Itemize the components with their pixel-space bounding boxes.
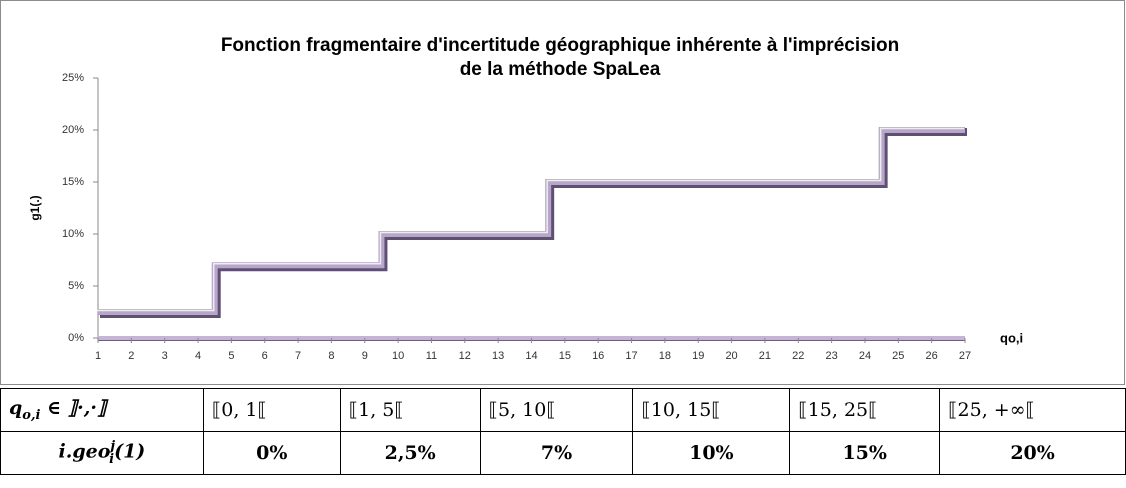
y-tick-label: 25% [62,72,84,84]
cell-sup: j [110,439,116,455]
x-tick-label: 7 [295,350,301,362]
x-tick-label: 6 [262,350,268,362]
x-tick-label: 18 [659,350,671,362]
table-row: qo,i ∈ ⟧·,·⟧ ⟦0, 1⟦ ⟦1, 5⟦ ⟦5, 10⟦ ⟦10, 15⟦ ⟦… [0,388,1126,432]
table-cell: ⟦1, 5⟦ [339,388,481,432]
y-axis-label: g1(.) [28,195,42,220]
cell-sub: i [109,451,115,467]
y-tick-label: 15% [62,176,84,188]
y-tick-label: 20% [62,124,84,136]
x-tick-label: 27 [959,350,971,362]
chart: Fonction fragmentaire d'incertitude géog… [0,0,1125,385]
x-tick-label: 26 [926,350,938,362]
table-cell: 2,5% [339,431,481,475]
table-cell: qo,i ∈ ⟧·,·⟧ [0,388,204,432]
table-cell: ⟦0, 1⟦ [202,388,341,432]
x-tick-label: 24 [859,350,871,362]
x-tick-label: 22 [792,350,804,362]
line-highlight [97,127,964,312]
y-tick-label: 10% [62,228,84,240]
table-cell: 15% [789,431,941,475]
table-cell: 7% [479,431,634,475]
x-tick-label: 11 [426,350,437,362]
chart-title: de la méthode SpaLea [460,59,661,80]
cell-rest: (1) [114,440,146,463]
chart-frame [0,0,1125,385]
y-tick-label: 5% [68,280,84,292]
y-tick-label: 0% [68,332,84,344]
x-tick-label: 17 [625,350,637,362]
table-cell: 20% [939,431,1126,475]
line [98,127,965,315]
x-tick-label: 3 [162,350,168,362]
x-tick-label: 14 [525,350,537,362]
table-cell: i.geoji(1) [0,431,204,475]
x-tick-label: 4 [195,350,201,362]
x-tick-label: 2 [128,350,134,362]
cell-rest: ∈ ⟧·,·⟧ [40,397,107,420]
x-tick-label: 25 [892,350,904,362]
x-tick-label: 1 [95,350,101,362]
cell-prefix: i. [58,440,73,463]
cell-sub: o,i [22,407,41,423]
x-tick-label: 10 [392,350,404,362]
table-row: i.geoji(1) 0% 2,5% 7% 10% 15% 20% [0,431,1126,475]
x-tick-label: 5 [228,350,234,362]
table-cell: ⟦10, 15⟦ [632,388,791,432]
table-cell: ⟦25, +∞⟦ [939,388,1126,432]
x-tick-label: 15 [559,350,571,362]
x-tick-label: 12 [459,350,471,362]
x-tick-label: 13 [492,350,504,362]
cell-base: q [9,397,23,420]
x-tick-label: 9 [362,350,368,362]
x-tick-label: 23 [825,350,837,362]
x-axis-label: qo,i [1000,330,1023,345]
x-tick-label: 16 [592,350,604,362]
table-cell: 0% [202,431,341,475]
table-cell: 10% [632,431,791,475]
table-cell: ⟦15, 25⟦ [789,388,941,432]
x-tick-label: 8 [328,350,334,362]
table-cell: ⟦5, 10⟦ [479,388,634,432]
data-table: qo,i ∈ ⟧·,·⟧ ⟦0, 1⟦ ⟦1, 5⟦ ⟦5, 10⟦ ⟦10, 15⟦ ⟦… [0,388,1126,475]
x-tick-label: 21 [759,350,771,362]
x-tick-label: 20 [725,350,737,362]
x-tick-label: 19 [692,350,704,362]
chart-title: Fonction fragmentaire d'incertitude géog… [221,35,899,56]
cell-base: geo [72,440,111,463]
